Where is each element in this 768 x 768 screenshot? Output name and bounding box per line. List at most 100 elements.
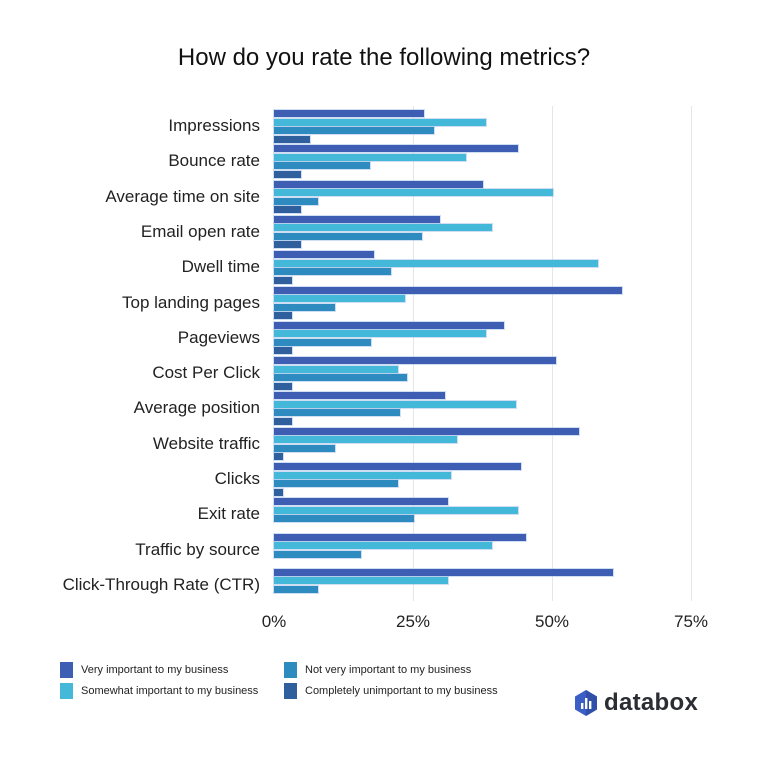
legend-swatch — [284, 662, 297, 678]
bar — [274, 232, 423, 240]
bar — [274, 206, 301, 214]
bar — [274, 347, 292, 355]
bar — [274, 145, 518, 153]
category-label: Traffic by source — [135, 539, 260, 559]
bar — [274, 276, 293, 284]
legend-item: Completely unimportant to my business — [284, 683, 498, 699]
bar — [274, 533, 527, 541]
x-tick-label: 0% — [261, 612, 287, 631]
bar — [274, 453, 283, 461]
databox-logo: databox — [574, 689, 698, 717]
databox-hexagon-bars-icon — [575, 690, 597, 716]
legend-label: Somewhat important to my business — [81, 685, 259, 697]
bar — [274, 110, 425, 117]
bar — [274, 259, 598, 267]
category-label: Dwell time — [181, 257, 260, 277]
x-tick-label: 25% — [395, 612, 431, 631]
category-label: Email open rate — [140, 221, 260, 241]
bar — [274, 436, 457, 444]
bar — [274, 162, 371, 170]
bar-group — [274, 533, 734, 568]
bar — [274, 180, 484, 188]
category-label: Clicks — [214, 469, 260, 488]
bar — [274, 585, 318, 593]
bar — [274, 542, 492, 550]
category-label: Impressions — [168, 116, 260, 135]
bar — [274, 303, 336, 311]
bar — [274, 224, 492, 232]
bar — [274, 295, 405, 302]
bar — [274, 215, 440, 223]
bar — [274, 506, 518, 514]
bar-group — [274, 392, 734, 426]
bar — [274, 417, 293, 425]
bar-group — [274, 321, 734, 356]
bar — [274, 330, 487, 338]
bar — [274, 118, 487, 126]
x-tick-label: 50% — [534, 612, 570, 631]
bar-group — [274, 180, 734, 215]
bar-group — [274, 110, 734, 144]
bar-group — [274, 498, 734, 532]
category-label: Average time on site — [105, 186, 260, 206]
legend-swatch — [284, 683, 297, 699]
legend-label: Completely unimportant to my business — [305, 685, 498, 697]
bar-group — [274, 568, 734, 603]
category-label: Exit rate — [197, 504, 260, 524]
bar — [274, 498, 449, 506]
legend-swatch — [60, 683, 73, 699]
bar — [274, 241, 301, 249]
bar — [274, 409, 401, 417]
bar — [274, 515, 414, 523]
gridline — [691, 106, 692, 601]
bar — [274, 170, 301, 178]
category-label: Cost Per Click — [152, 363, 260, 383]
legend-label: Very important to my business — [81, 664, 229, 676]
bar — [274, 197, 318, 205]
category-label: Website traffic — [152, 433, 260, 453]
bar-group — [274, 357, 734, 391]
category-label: Bounce rate — [168, 151, 260, 171]
bar — [274, 321, 505, 329]
bar-group — [274, 286, 734, 321]
gridline — [552, 106, 553, 601]
bar — [274, 382, 292, 390]
bar — [274, 568, 614, 576]
bar — [274, 471, 451, 479]
bar-group — [274, 145, 734, 179]
gridline — [413, 106, 414, 601]
bar — [274, 127, 434, 134]
bar — [274, 488, 284, 496]
bar — [274, 312, 292, 319]
bar — [274, 427, 579, 435]
legend-item: Very important to my business — [60, 662, 228, 678]
category-label: Average position — [133, 398, 260, 418]
bar — [274, 444, 336, 452]
bar-group — [274, 463, 734, 497]
brand-name: databox — [604, 689, 699, 716]
bar — [274, 480, 398, 487]
chart-title: How do you rate the following metrics? — [177, 44, 591, 71]
bar — [274, 251, 374, 259]
bar — [274, 268, 391, 276]
bar — [274, 577, 449, 585]
category-label: Pageviews — [177, 327, 260, 347]
bar — [274, 286, 623, 294]
plot-area — [274, 106, 734, 606]
category-label: Click-Through Rate (CTR) — [62, 574, 260, 594]
bar — [274, 400, 517, 408]
bar-group — [274, 251, 734, 285]
legend-item: Somewhat important to my business — [60, 683, 258, 699]
legend-item: Not very important to my business — [284, 662, 471, 678]
bar — [274, 189, 553, 197]
bar — [274, 135, 310, 143]
bar-group — [274, 427, 734, 462]
bar — [274, 357, 557, 365]
legend-swatch — [60, 662, 73, 678]
bar — [274, 550, 362, 558]
legend-label: Not very important to my business — [305, 664, 472, 676]
x-tick-label: 75% — [673, 612, 709, 631]
bar — [274, 338, 372, 346]
bar-group — [274, 215, 734, 250]
bar — [274, 392, 446, 400]
